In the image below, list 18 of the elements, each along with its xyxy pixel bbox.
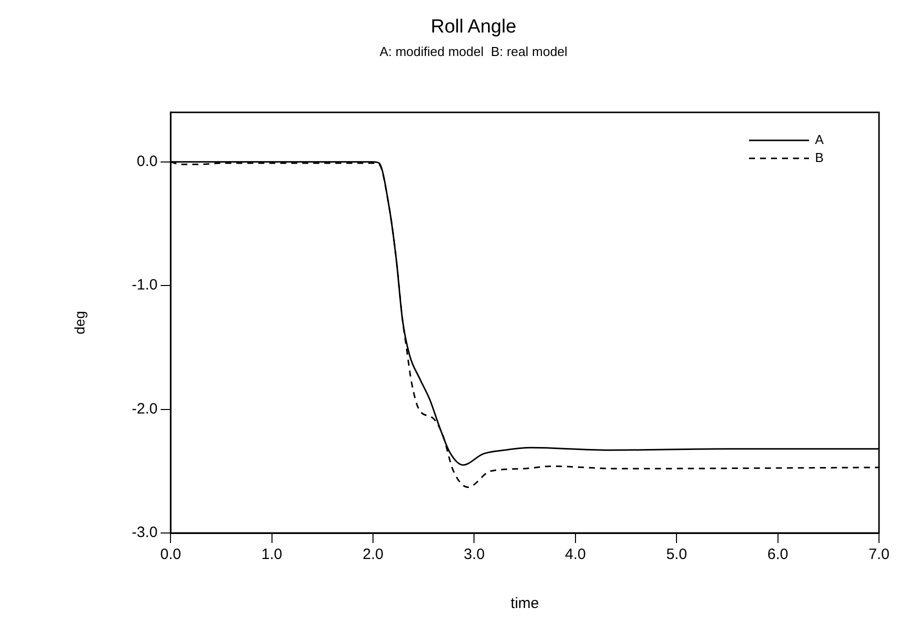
x-tick-label: 5.0 <box>666 546 688 564</box>
chart-title: Roll Angle <box>430 16 516 38</box>
x-tick-label: 0.0 <box>160 546 182 564</box>
y-tick-label: -3.0 <box>132 524 158 542</box>
x-tick-label: 3.0 <box>464 546 485 564</box>
y-tick-label: -2.0 <box>132 400 158 418</box>
x-tick-label: 2.0 <box>362 546 384 564</box>
y-tick-label: -1.0 <box>132 276 158 294</box>
x-tick-label: 4.0 <box>564 546 586 564</box>
x-tick-label: 7.0 <box>868 546 890 564</box>
x-axis-title: time <box>510 595 539 612</box>
y-axis-title: deg <box>71 311 88 334</box>
chart-subtitle: A: modified model B: real model <box>380 44 568 60</box>
legend-label: B <box>815 150 824 165</box>
x-tick-label: 6.0 <box>767 546 788 564</box>
y-tick-label: 0.0 <box>136 153 158 170</box>
x-tick-label: 1.0 <box>261 546 282 564</box>
legend-label: A <box>815 132 824 147</box>
